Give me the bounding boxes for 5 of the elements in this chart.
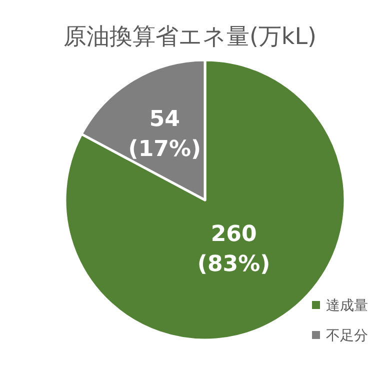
legend-label: 不足分 [326,328,368,344]
data-label: 260 (83%) [197,222,270,278]
data-label: 54 (17%) [128,106,202,162]
chart-title: 原油換算省エネ量(万kL) [63,24,317,50]
legend-label: 達成量 [326,298,368,314]
